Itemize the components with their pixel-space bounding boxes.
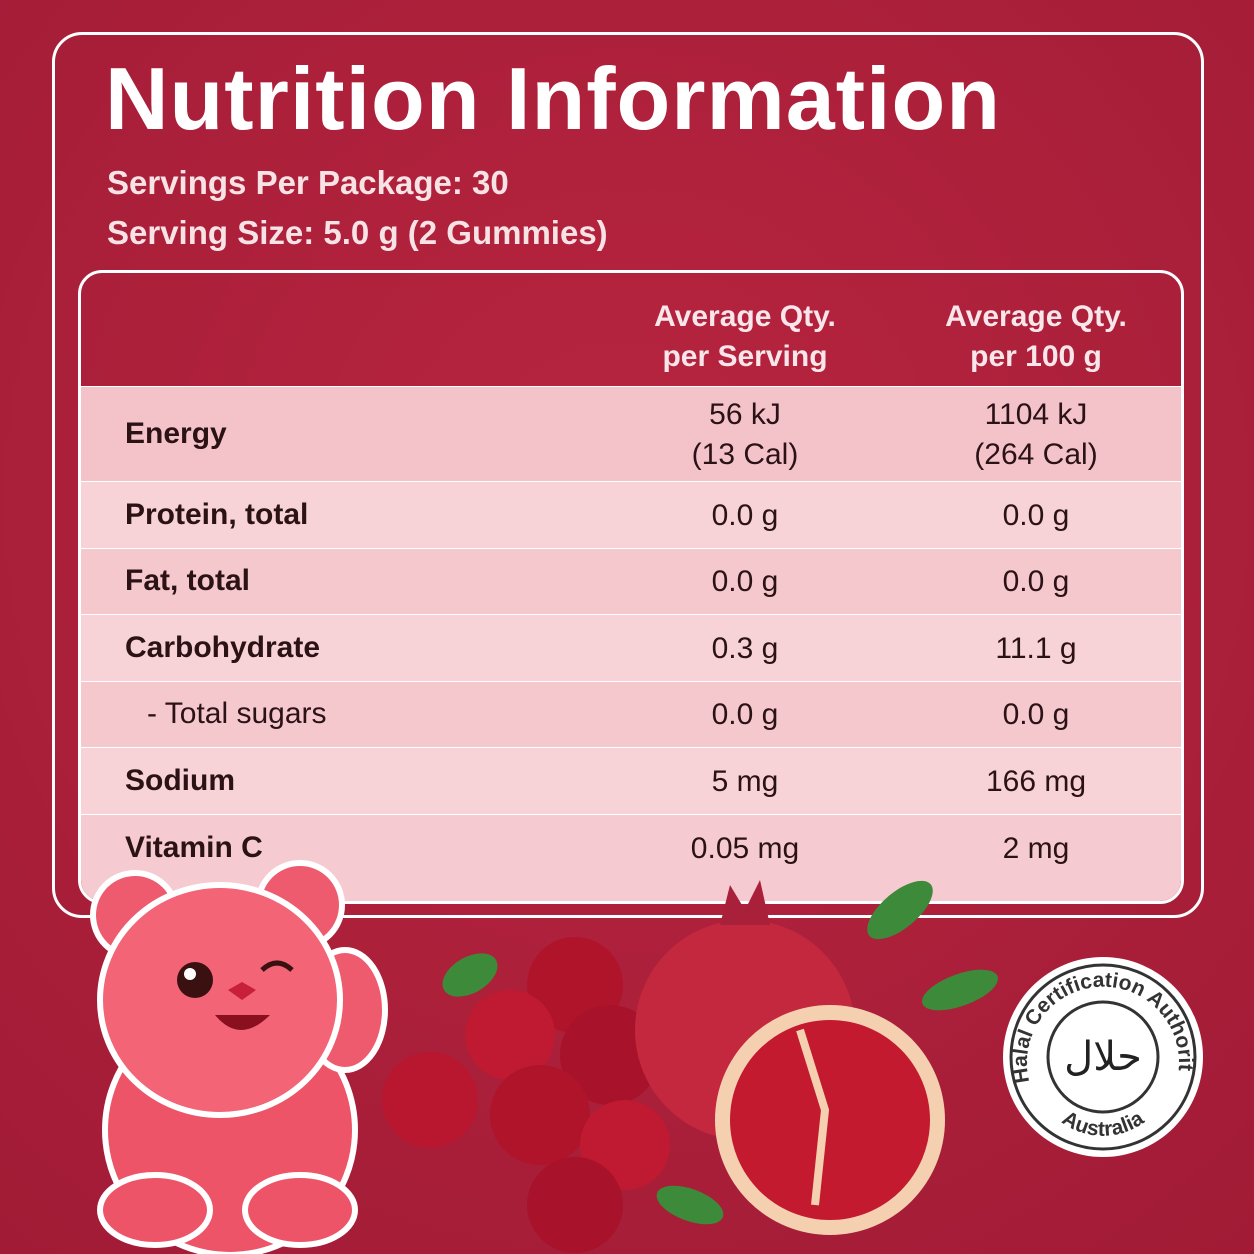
table: Average Qty. per Serving Average Qty. per 1… <box>78 270 1184 904</box>
badge-bottom: Australia <box>1058 1107 1148 1141</box>
badge-center: حلال <box>1064 1034 1142 1080</box>
svg-text:Australia: Australia <box>1058 1107 1148 1141</box>
value: 5 mg <box>711 764 779 798</box>
row-label: Energy <box>125 416 227 450</box>
table-row: Vitamin C 0.05 mg 2 mg <box>81 814 1181 901</box>
table-row: Carbohydrate 0.3 g 11.1 g <box>81 614 1181 682</box>
row-label: Fat, total <box>125 564 250 597</box>
title: Nutrition Information <box>105 49 1001 148</box>
column-header: Average Qty. per Serving <box>595 297 895 377</box>
value: 11.1 g <box>995 631 1077 665</box>
value: 0.0 g <box>711 698 779 731</box>
table-row: Protein, total 0.0 g 0.0 g <box>81 481 1181 549</box>
table-row: Fat, total 0.0 g 0.0 g <box>81 548 1181 615</box>
row-label: Carbohydrate <box>125 630 321 664</box>
value-cell: 2 mg <box>886 829 1181 869</box>
value-cell: 0.0 g <box>595 695 895 735</box>
table-row: Sodium 5 mg 166 mg <box>81 747 1181 815</box>
value-cell: 166 mg <box>886 762 1181 802</box>
value-cell: 11.1 g <box>886 629 1181 669</box>
value: 2 mg <box>1002 832 1070 865</box>
value-cell: 0.0 g <box>595 496 895 536</box>
value-cell: 56 kJ (13 Cal) <box>595 395 895 475</box>
value-cell: 0.0 g <box>886 562 1181 602</box>
value: 0.0 g <box>711 498 779 532</box>
row-label: Sodium <box>125 763 235 797</box>
value: 1104 kJ <box>984 397 1088 431</box>
value: 0.0 g <box>1002 565 1070 598</box>
value: 0.0 g <box>1002 698 1070 731</box>
header-line: Average Qty. <box>654 300 836 333</box>
value: (13 Cal) <box>691 437 799 471</box>
serving-size: Serving Size: 5.0 g (2 Gummies) <box>107 214 608 251</box>
value-cell: 5 mg <box>595 762 895 802</box>
value-cell: 1104 kJ (264 Cal) <box>886 395 1181 475</box>
value: (264 Cal) <box>974 437 1098 471</box>
value: 0.0 g <box>1002 498 1070 532</box>
pomegranate <box>635 880 998 1235</box>
column-header: Average Qty. per 100 g <box>886 297 1181 377</box>
header-line: Average Qty. <box>945 300 1127 333</box>
servings: Servings Per Package: 30 <box>107 164 509 201</box>
row-label: - Total sugars <box>147 697 327 730</box>
header-line: per 100 g <box>970 340 1102 373</box>
value: 56 kJ <box>709 397 781 431</box>
value-cell: 0.0 g <box>886 695 1181 735</box>
row-label: Protein, total <box>125 497 309 531</box>
cranberries <box>382 937 724 1253</box>
header-line: per Serving <box>662 340 828 373</box>
value: 0.3 g <box>711 631 779 665</box>
bear <box>90 860 388 1254</box>
table-row: Energy 56 kJ (13 Cal) 1104 kJ (264 Cal) <box>81 386 1181 482</box>
value: 166 mg <box>985 764 1087 798</box>
value-cell: 0.0 g <box>886 496 1181 536</box>
panel <box>52 32 1204 918</box>
value: 0.0 g <box>711 565 779 598</box>
value: 0.05 mg <box>690 832 800 865</box>
value-cell: 0.05 mg <box>595 829 895 869</box>
value-cell: 0.0 g <box>595 562 895 602</box>
value-cell: 0.3 g <box>595 629 895 669</box>
row-label: Vitamin C <box>125 831 263 864</box>
table-row: - Total sugars 0.0 g 0.0 g <box>81 681 1181 748</box>
